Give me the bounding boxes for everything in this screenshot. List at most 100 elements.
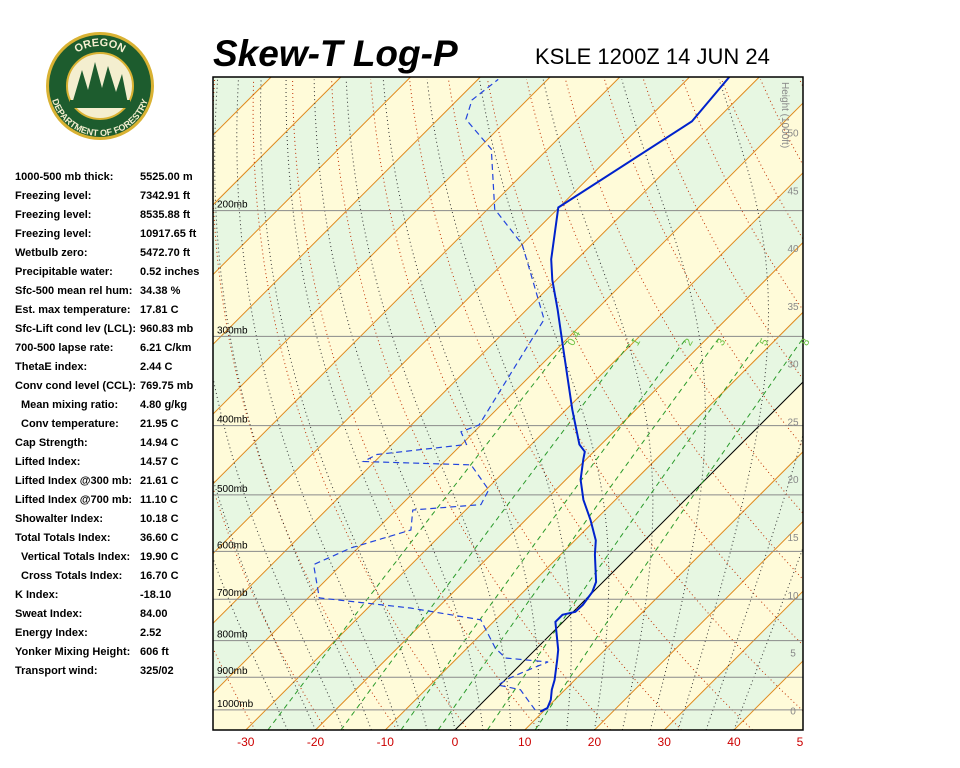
stat-label: 700-500 lapse rate: (15, 342, 113, 354)
mixing-ratio-label: 2 (682, 337, 695, 348)
moist-adiabat (285, 79, 456, 730)
mixing-ratio-line (267, 338, 570, 730)
moist-adiabat (621, 79, 706, 730)
stat-value: 36.60 C (140, 532, 179, 544)
stat-value: -18.10 (140, 589, 171, 601)
stat-value: 19.90 C (140, 551, 179, 563)
stat-value: 606 ft (140, 646, 169, 658)
moist-adiabat (426, 79, 572, 730)
dry-adiabat (917, 79, 960, 730)
stat-label: Freezing level: (15, 190, 91, 202)
y2-tick-label: 5 (790, 649, 796, 660)
dry-adiabat (292, 79, 540, 730)
y-tick-label: 700mb (217, 588, 248, 599)
isotherm-band (213, 77, 803, 694)
y-tick-label: 600mb (217, 540, 248, 551)
stat-label: Conv cond level (CCL): (15, 380, 136, 392)
x-tick-label: 10 (518, 735, 532, 749)
isotherm (594, 520, 803, 730)
mixing-ratio-label: 8 (799, 337, 812, 348)
x-tick-label: -10 (377, 735, 395, 749)
x-tick-label: 20 (588, 735, 602, 749)
dry-adiabat (487, 79, 803, 646)
stat-value: 16.70 C (140, 570, 179, 582)
x-tick-label: -30 (237, 735, 255, 749)
y2-tick-label: 30 (787, 360, 799, 371)
dry-adiabat (409, 79, 753, 730)
stat-value: 10917.65 ft (140, 228, 197, 240)
stat-value: 325/02 (140, 665, 174, 677)
mixing-ratio-label: 1 (630, 337, 643, 348)
mixing-ratio-line (534, 338, 803, 730)
y2-tick-label: 20 (787, 475, 799, 486)
stat-value: 6.21 C/km (140, 342, 192, 354)
stat-label: Conv temperature: (21, 418, 119, 430)
stat-value: 84.00 (140, 608, 168, 620)
dry-adiabat (839, 79, 960, 730)
y-tick-label: 800mb (217, 630, 248, 641)
stat-label: Cross Totals Index: (21, 570, 122, 582)
y-tick-label: 200mb (217, 200, 248, 211)
chart-subtitle: KSLE 1200Z 14 JUN 24 (535, 44, 770, 69)
isotherm (213, 77, 411, 276)
stat-label: Freezing level: (15, 209, 91, 221)
stat-label: Lifted Index @300 mb: (15, 475, 132, 487)
logo-top: OREGON (73, 37, 128, 56)
stat-value: 8535.88 ft (140, 209, 190, 221)
logo-ground (70, 100, 130, 108)
y-tick-label: 1000mb (217, 699, 254, 710)
stat-label: K Index: (15, 589, 58, 601)
mixing-ratio-label: 3 (715, 337, 728, 348)
isotherm (213, 77, 342, 206)
stat-value: 0.52 inches (140, 266, 199, 278)
stat-label: Yonker Mixing Height: (15, 646, 130, 658)
stat-label: ThetaE index: (15, 361, 87, 373)
dry-adiabat (799, 79, 803, 88)
plot-frame (212, 76, 804, 731)
x-tick-label: 40 (727, 735, 741, 749)
stat-label: 1000-500 mb thick: (15, 171, 113, 183)
y2-tick-label: 15 (787, 533, 799, 544)
y2-tick-label: 0 (790, 706, 796, 717)
stat-value: 14.57 C (140, 456, 179, 468)
isotherm (384, 311, 803, 730)
y2-tick-label: 40 (787, 244, 799, 255)
dry-adiabat (448, 79, 803, 712)
dry-adiabat (878, 79, 960, 730)
stat-value: 21.61 C (140, 475, 179, 487)
x-tick-label: 0 (452, 735, 459, 749)
stat-value: 14.94 C (140, 437, 179, 449)
mixing-ratio-line (486, 338, 762, 730)
isotherm (524, 451, 803, 730)
y2-tick-label: 25 (787, 417, 799, 428)
stat-label: Showalter Index: (15, 513, 103, 525)
stat-label: Vertical Totals Index: (21, 551, 130, 563)
logo-trees (72, 62, 128, 104)
stat-value: 960.83 mb (140, 323, 193, 335)
stat-label: Lifted Index @700 mb: (15, 494, 132, 506)
dry-adiabat (956, 79, 960, 730)
stat-label: Est. max temperature: (15, 304, 131, 316)
stat-label: Sweat Index: (15, 608, 82, 620)
stat-label: Wetbulb zero: (15, 247, 88, 259)
stat-value: 2.52 (140, 627, 161, 639)
y-tick-label: 400mb (217, 415, 248, 426)
overlay: 0.4 1 2 3 5 81000mb900mb800mb700mb600mb500mb4… (217, 128, 813, 749)
stat-label: Sfc-Lift cond lev (LCL): (15, 323, 136, 335)
moist-adiabat (733, 546, 803, 730)
isotherm (213, 77, 690, 555)
stat-value: 21.95 C (140, 418, 179, 430)
stat-label: Cap Strength: (15, 437, 88, 449)
dry-adiabat (526, 79, 803, 581)
dry-adiabat (331, 79, 611, 730)
x-tick-label: -20 (307, 735, 325, 749)
isotherm (213, 77, 621, 485)
moist-adiabat (479, 79, 610, 730)
y2-axis-label: Height (1000ft) (779, 82, 790, 148)
moist-adiabat (214, 79, 372, 730)
logo-top-text: OREGON (73, 37, 128, 56)
x-tick-label: 5 (797, 735, 804, 749)
moist-adiabat (236, 79, 400, 730)
stat-value: 34.38 % (140, 285, 181, 297)
